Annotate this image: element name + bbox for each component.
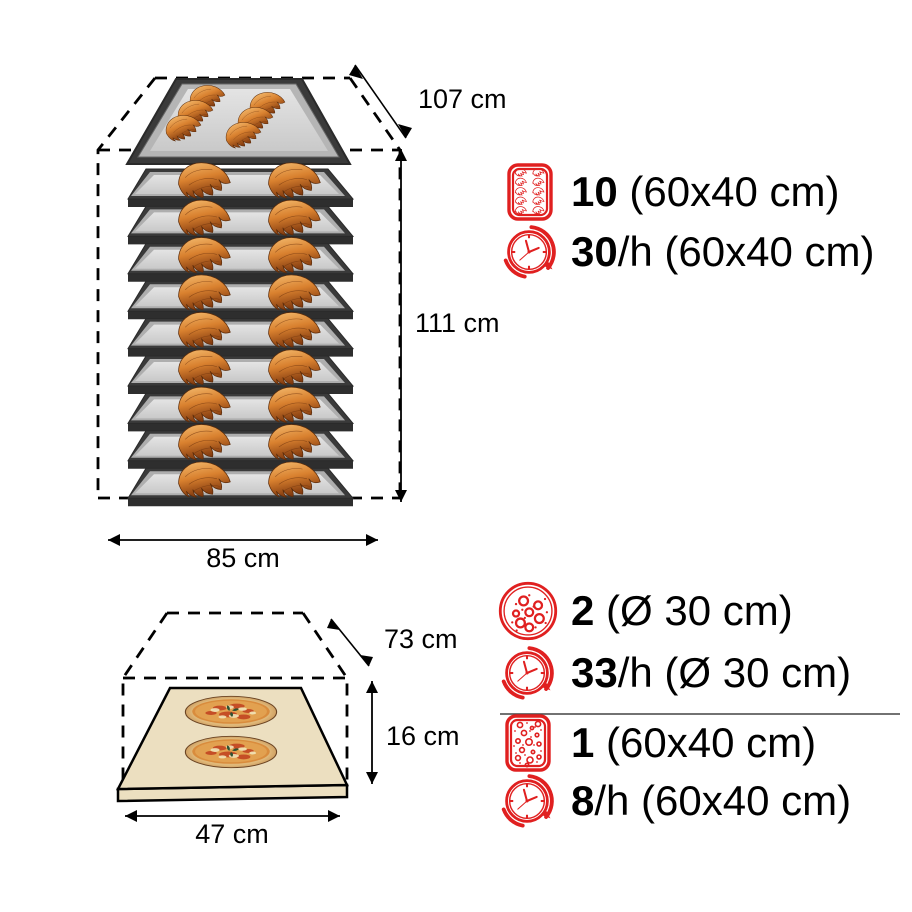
svg-text:33/h (Ø 30 cm): 33/h (Ø 30 cm) (571, 649, 851, 696)
svg-text:73 cm: 73 cm (384, 624, 458, 654)
svg-text:2 (Ø 30 cm): 2 (Ø 30 cm) (571, 587, 793, 634)
svg-text:85 cm: 85 cm (206, 543, 280, 573)
svg-text:8/h (60x40 cm): 8/h (60x40 cm) (571, 777, 851, 824)
svg-text:30/h (60x40 cm): 30/h (60x40 cm) (571, 228, 874, 275)
svg-text:16 cm: 16 cm (386, 721, 460, 751)
svg-text:107 cm: 107 cm (418, 84, 507, 114)
svg-text:47 cm: 47 cm (195, 819, 269, 849)
svg-text:1 (60x40 cm): 1 (60x40 cm) (571, 719, 816, 766)
svg-text:10 (60x40 cm): 10 (60x40 cm) (571, 168, 839, 215)
svg-text:111 cm: 111 cm (415, 308, 500, 338)
